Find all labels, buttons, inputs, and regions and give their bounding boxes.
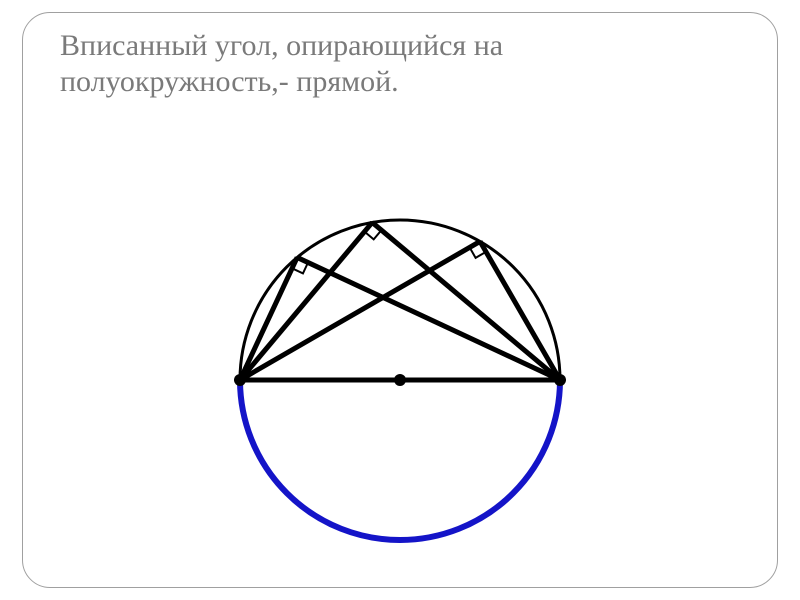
slide-title: Вписанный угол, опирающийся на полуокруж… <box>60 28 740 100</box>
title-line-1: Вписанный угол, опирающийся на <box>60 29 503 62</box>
slide: Вписанный угол, опирающийся на полуокруж… <box>0 0 800 600</box>
title-line-2: полуокружность,- прямой. <box>60 65 399 98</box>
geometry-diagram <box>210 190 590 570</box>
